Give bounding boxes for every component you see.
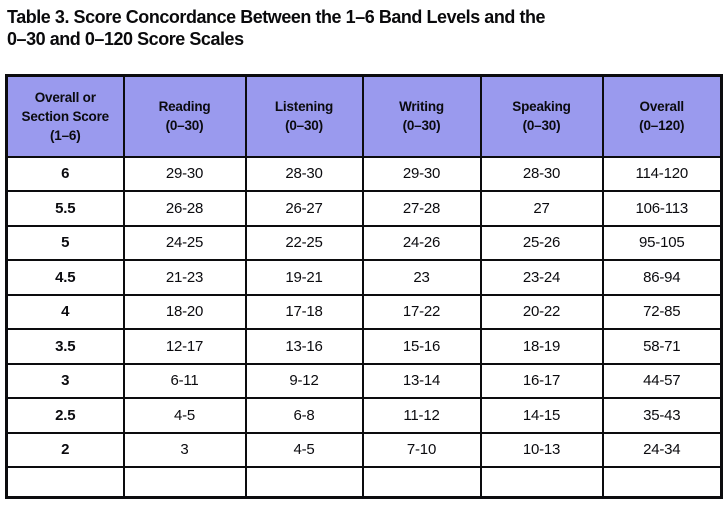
overall-cell: 35-43: [601, 397, 723, 434]
reading-cell: 29-30: [122, 155, 247, 192]
overall-cell: [601, 466, 723, 498]
listening-cell: 26-27: [244, 190, 364, 227]
table-title-line-2: 0–30 and 0–120 Score Scales: [7, 27, 244, 49]
header-line: (1–6): [49, 127, 81, 143]
writing-cell: [361, 466, 482, 498]
table-row: 3.5 12-17 13-16 15-16 18-19 58-71: [5, 328, 723, 365]
table-row: 6 29-30 28-30 29-30 28-30 114-120: [5, 155, 723, 192]
band-cell: 2: [5, 431, 125, 468]
header-line: Writing: [399, 99, 444, 115]
table-row: 2 3 4-5 7-10 10-13 24-34: [5, 431, 723, 468]
column-header-overall: Overall (0–120): [601, 74, 723, 158]
overall-cell: 24-34: [601, 431, 723, 468]
column-header-writing: Writing (0–30): [361, 74, 482, 158]
band-cell: 4.5: [5, 259, 125, 296]
band-cell: [5, 466, 125, 498]
header-line: Speaking: [512, 99, 571, 115]
listening-cell: 22-25: [244, 224, 364, 261]
writing-cell: 13-14: [361, 362, 482, 399]
band-cell: 5.5: [5, 190, 125, 227]
reading-cell: 3: [122, 431, 247, 468]
header-line: Reading: [158, 99, 211, 115]
band-cell: 2.5: [5, 397, 125, 434]
overall-cell: 58-71: [601, 328, 723, 365]
band-cell: 4: [5, 293, 125, 330]
table-title: Table 3. Score Concordance Between the 1…: [7, 6, 545, 49]
speaking-cell: 27: [479, 190, 604, 227]
listening-cell: [244, 466, 364, 498]
listening-cell: 19-21: [244, 259, 364, 296]
header-line: (0–30): [402, 118, 441, 134]
writing-cell: 7-10: [361, 431, 482, 468]
header-line: (0–120): [639, 118, 685, 134]
speaking-cell: 28-30: [479, 155, 604, 192]
listening-cell: 6-8: [244, 397, 364, 434]
column-header-listening: Listening (0–30): [244, 74, 364, 158]
reading-cell: 26-28: [122, 190, 247, 227]
band-cell: 3: [5, 362, 125, 399]
overall-cell: 95-105: [601, 224, 723, 261]
table-row: 5 24-25 22-25 24-26 25-26 95-105: [5, 224, 723, 261]
writing-cell: 27-28: [361, 190, 482, 227]
overall-cell: 106-113: [601, 190, 723, 227]
header-line: (0–30): [522, 118, 561, 134]
speaking-cell: [479, 466, 604, 498]
speaking-cell: 20-22: [479, 293, 604, 330]
reading-cell: [122, 466, 247, 498]
table-row: 4 18-20 17-18 17-22 20-22 72-85: [5, 293, 723, 330]
reading-cell: 12-17: [122, 328, 247, 365]
writing-cell: 24-26: [361, 224, 482, 261]
speaking-cell: 10-13: [479, 431, 604, 468]
header-line: Section Score: [21, 108, 110, 124]
score-concordance-table: Overall or Section Score (1–6) Reading (…: [5, 74, 723, 499]
header-line: (0–30): [285, 118, 323, 134]
table-row: 3 6-11 9-12 13-14 16-17 44-57: [5, 362, 723, 399]
column-header-band: Overall or Section Score (1–6): [5, 74, 125, 158]
writing-cell: 29-30: [361, 155, 482, 192]
reading-cell: 21-23: [122, 259, 247, 296]
overall-cell: 86-94: [601, 259, 723, 296]
listening-cell: 28-30: [244, 155, 364, 192]
column-header-speaking: Speaking (0–30): [479, 74, 604, 158]
band-cell: 3.5: [5, 328, 125, 365]
listening-cell: 17-18: [244, 293, 364, 330]
band-cell: 5: [5, 224, 125, 261]
listening-cell: 9-12: [244, 362, 364, 399]
reading-cell: 4-5: [122, 397, 247, 434]
writing-cell: 23: [361, 259, 482, 296]
overall-cell: 72-85: [601, 293, 723, 330]
column-header-reading: Reading (0–30): [122, 74, 247, 158]
speaking-cell: 18-19: [479, 328, 604, 365]
speaking-cell: 23-24: [479, 259, 604, 296]
writing-cell: 15-16: [361, 328, 482, 365]
speaking-cell: 14-15: [479, 397, 604, 434]
header-row: Overall or Section Score (1–6) Reading (…: [5, 74, 723, 158]
listening-cell: 13-16: [244, 328, 364, 365]
header-line: Overall: [639, 99, 685, 115]
table-row: 2.5 4-5 6-8 11-12 14-15 35-43: [5, 397, 723, 434]
table-row: 4.5 21-23 19-21 23 23-24 86-94: [5, 259, 723, 296]
table-row-partial: [5, 466, 723, 498]
band-cell: 6: [5, 155, 125, 192]
overall-cell: 114-120: [601, 155, 723, 192]
reading-cell: 18-20: [122, 293, 247, 330]
header-line: (0–30): [165, 118, 204, 134]
reading-cell: 24-25: [122, 224, 247, 261]
header-line: Overall or: [34, 89, 96, 105]
writing-cell: 11-12: [361, 397, 482, 434]
reading-cell: 6-11: [122, 362, 247, 399]
writing-cell: 17-22: [361, 293, 482, 330]
listening-cell: 4-5: [244, 431, 364, 468]
speaking-cell: 16-17: [479, 362, 604, 399]
table-title-line-1: Table 3. Score Concordance Between the 1…: [7, 6, 546, 27]
header-line: Listening: [274, 99, 334, 115]
overall-cell: 44-57: [601, 362, 723, 399]
speaking-cell: 25-26: [479, 224, 604, 261]
table-row: 5.5 26-28 26-27 27-28 27 106-113: [5, 190, 723, 227]
